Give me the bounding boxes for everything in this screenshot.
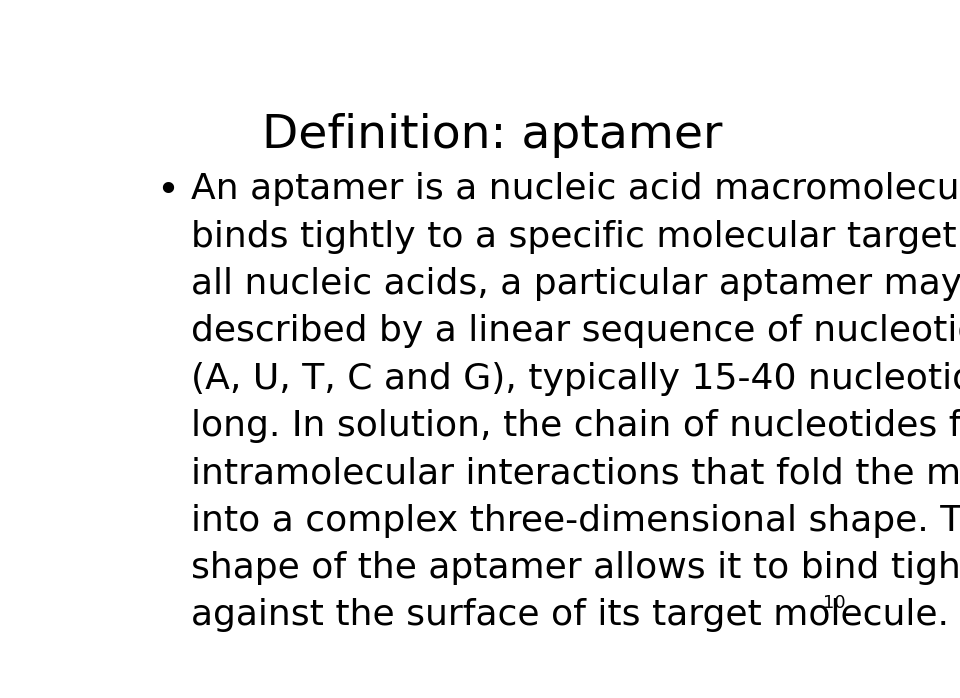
Text: intramolecular interactions that fold the molecule: intramolecular interactions that fold th… xyxy=(191,456,960,490)
Text: all nucleic acids, a particular aptamer may be: all nucleic acids, a particular aptamer … xyxy=(191,267,960,301)
Text: shape of the aptamer allows it to bind tightly: shape of the aptamer allows it to bind t… xyxy=(191,551,960,585)
Text: described by a linear sequence of nucleotides: described by a linear sequence of nucleo… xyxy=(191,314,960,348)
Text: (A, U, T, C and G), typically 15-40 nucleotides: (A, U, T, C and G), typically 15-40 nucl… xyxy=(191,362,960,396)
Text: long. In solution, the chain of nucleotides forms: long. In solution, the chain of nucleoti… xyxy=(191,409,960,443)
Text: An aptamer is a nucleic acid macromolecule that: An aptamer is a nucleic acid macromolecu… xyxy=(191,172,960,207)
Text: binds tightly to a specific molecular target. Like: binds tightly to a specific molecular ta… xyxy=(191,220,960,254)
Text: against the surface of its target molecule.: against the surface of its target molecu… xyxy=(191,598,948,632)
Text: into a complex three-dimensional shape. The: into a complex three-dimensional shape. … xyxy=(191,503,960,537)
Text: Definition: aptamer: Definition: aptamer xyxy=(262,113,722,158)
Text: 10: 10 xyxy=(823,593,846,611)
Text: •: • xyxy=(156,172,179,210)
